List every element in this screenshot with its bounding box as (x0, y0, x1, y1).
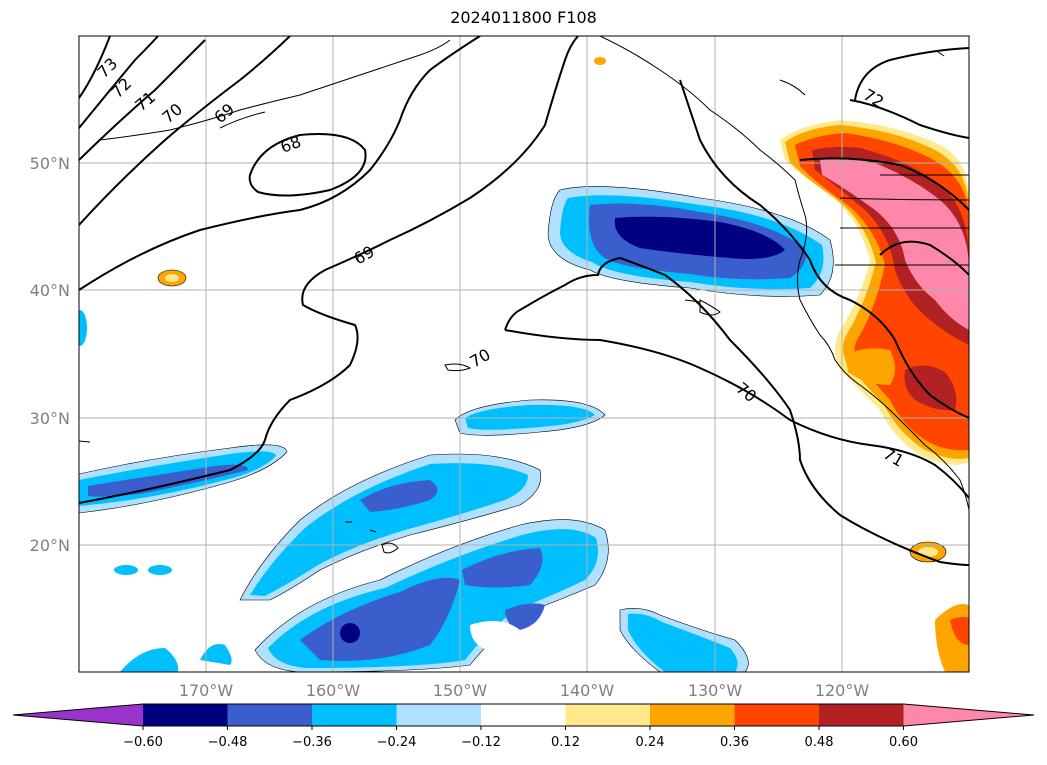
colorbar-tick-label: 0.36 (720, 735, 749, 750)
colorbar-segment (227, 704, 313, 726)
longitude-labels: 170°W 160°W 150°W 140°W 130°W 120°W (179, 681, 870, 700)
lon-label: 140°W (560, 681, 615, 700)
colorbar: −0.60 −0.48 −0.36 −0.24 −0.12 0.12 0.24 0.36 0.4… (12, 703, 1035, 750)
colorbar-tick-label: 0.12 (551, 735, 580, 750)
colorbar-tick-label: 0.60 (889, 735, 918, 750)
shading-layer (79, 36, 969, 672)
colorbar-segment (143, 704, 228, 726)
contour-lines (79, 36, 969, 566)
colorbar-segment (819, 704, 904, 726)
colorbar-segment (734, 704, 820, 726)
colorbar-segment (396, 704, 482, 726)
lat-label: 30°N (30, 409, 70, 428)
colorbar-tick-label: 0.48 (805, 735, 834, 750)
lon-label: 130°W (688, 681, 743, 700)
lon-label: 120°W (815, 681, 870, 700)
colorbar-tick-label: 0.24 (636, 735, 665, 750)
colorbar-tick-label: −0.24 (377, 735, 417, 750)
colorbar-extend-high (903, 704, 1034, 726)
map-title: 2024011800 F108 (450, 8, 597, 27)
coastlines (79, 36, 969, 554)
lat-label: 40°N (30, 281, 70, 300)
colorbar-tick-label: −0.48 (208, 735, 248, 750)
lon-label: 160°W (306, 681, 361, 700)
lat-label: 20°N (30, 536, 70, 555)
latitude-labels: 50°N 40°N 30°N 20°N (30, 154, 70, 555)
map-frame (78, 35, 970, 673)
colorbar-segment (565, 704, 651, 726)
lon-label: 150°W (433, 681, 488, 700)
lon-label: 170°W (179, 681, 234, 700)
colorbar-tick-label: −0.36 (292, 735, 332, 750)
colorbar-segment (312, 704, 397, 726)
graticule (79, 36, 969, 672)
colorbar-extend-low (13, 704, 143, 726)
lat-label: 50°N (30, 154, 70, 173)
colorbar-segment (481, 704, 566, 726)
colorbar-segment (650, 704, 735, 726)
colorbar-tick-label: −0.12 (461, 735, 501, 750)
colorbar-tick-label: −0.60 (123, 735, 163, 750)
